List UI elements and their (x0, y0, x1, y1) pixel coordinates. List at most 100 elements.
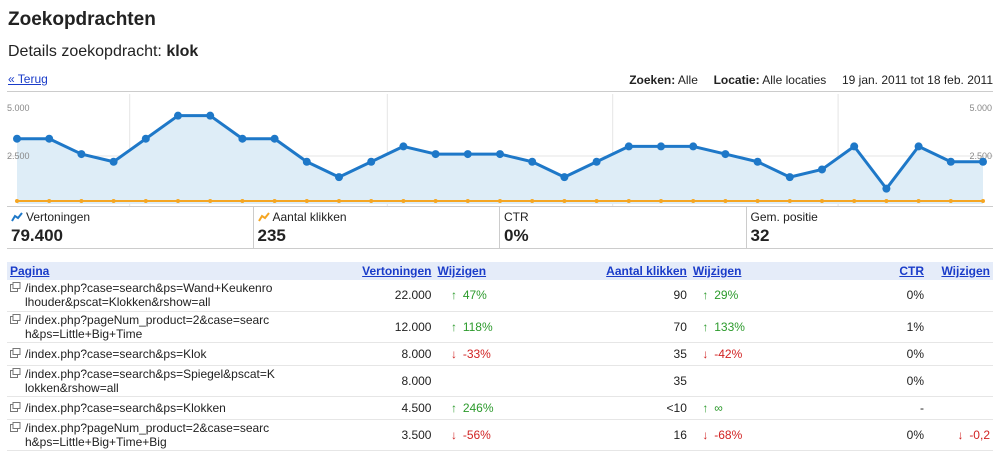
external-link-icon[interactable] (10, 347, 21, 358)
page-url[interactable]: /index.php?pageNum_product=2&case=search… (25, 420, 270, 449)
change-value: -0,2 (969, 427, 990, 442)
metric-ctr[interactable]: CTR 0% (500, 207, 747, 248)
sort-change-ctr-header[interactable]: Wijzigen (941, 264, 990, 278)
table-row: /index.php?case=search&ps=Wand+Keukenrol… (7, 280, 993, 312)
impressions-point (592, 157, 601, 166)
page-url[interactable]: /index.php?case=search&ps=Klok (25, 346, 207, 361)
change-cell (927, 396, 993, 420)
impressions-point (785, 173, 794, 182)
back-link[interactable]: « Terug (8, 72, 48, 86)
clicks-point (498, 198, 502, 203)
ctr-cell: 0% (747, 342, 928, 366)
clicks-point (562, 198, 567, 203)
filter-bar: Zoeken: Alle Locatie: Alle locaties 19 j… (629, 73, 993, 87)
table-row: /index.php?pageNum_product=2&case=search… (7, 419, 993, 451)
clicks-point (111, 198, 116, 203)
impressions-point (302, 157, 311, 166)
impressions-point (13, 134, 21, 143)
arrow-up-icon: ↑ (702, 288, 709, 303)
clicks-point (530, 198, 535, 203)
sort-impressions-header[interactable]: Vertoningen (362, 264, 432, 278)
clicks-point (47, 198, 52, 203)
impressions-cell: 4.500 (296, 396, 435, 420)
impressions-point (914, 142, 923, 151)
impressions-point (818, 165, 826, 174)
metric-clicks[interactable]: Aantal klikken 235 (254, 207, 500, 248)
ctr-cell: 0% (747, 280, 928, 312)
sort-change-impressions-header[interactable]: Wijzigen (437, 264, 487, 278)
clicks-cell: 70 (496, 311, 690, 343)
impressions-point (45, 134, 54, 143)
sort-change-clicks-header[interactable]: Wijzigen (692, 264, 742, 278)
impressions-point (850, 142, 859, 151)
search-filter-label: Zoeken: (629, 73, 676, 87)
page-cell: /index.php?case=search&ps=Wand+Keukenrol… (7, 280, 297, 312)
page-url[interactable]: /index.php?pageNum_product=2&case=search… (25, 312, 270, 341)
change-value: 47% (462, 288, 487, 303)
clicks-point (852, 198, 857, 203)
impressions-point (431, 150, 440, 159)
change-cell: ↑ ∞ (689, 396, 748, 420)
sort-page-header[interactable]: Pagina (10, 264, 50, 278)
sort-clicks-header[interactable]: Aantal klikken (606, 264, 687, 278)
impressions-point (979, 157, 987, 166)
change-cell: ↑ 246% (434, 396, 497, 420)
page-url[interactable]: /index.php?case=search&ps=Spiegel&pscat=… (25, 366, 275, 395)
clicks-point (820, 198, 824, 203)
table-row: /index.php?case=search&ps=Spiegel&pscat=… (7, 365, 993, 397)
clicks-point (755, 198, 760, 203)
sort-ctr-header[interactable]: CTR (899, 264, 925, 278)
impressions-point (946, 157, 955, 166)
page-cell: /index.php?pageNum_product=2&case=search… (7, 419, 297, 451)
impressions-cell: 8.000 (296, 365, 435, 397)
clicks-point (369, 198, 374, 203)
arrow-down-icon: ↓ (702, 427, 709, 442)
line-chart-blue-icon (11, 212, 23, 222)
external-link-icon[interactable] (10, 367, 21, 378)
page-title: Zoekopdrachten (8, 9, 156, 30)
clicks-cell: 16 (496, 419, 690, 451)
location-filter-value[interactable]: Alle locaties (762, 73, 827, 87)
metric-label: Aantal klikken (272, 210, 347, 224)
metric-value: 79.400 (11, 226, 63, 245)
arrow-down-icon: ↓ (450, 427, 457, 442)
change-cell: ↑ 47% (434, 280, 497, 312)
change-cell: ↑ 133% (689, 311, 748, 343)
impressions-cell: 12.000 (296, 311, 435, 343)
metric-avg-position[interactable]: Gem. positie 32 (747, 207, 994, 248)
change-cell (927, 365, 993, 397)
page-cell: /index.php?case=search&ps=Klok (7, 342, 297, 366)
impressions-point (174, 111, 182, 120)
page-cell: /index.php?pageNum_product=2&case=search… (7, 311, 297, 343)
change-cell (927, 342, 993, 366)
external-link-icon[interactable] (10, 401, 21, 412)
page-subtitle: Details zoekopdracht: klok (8, 43, 198, 61)
metric-label: CTR (504, 210, 529, 224)
change-cell: ↓ -0,2 (927, 419, 993, 451)
change-cell: ↓ -56% (434, 419, 497, 451)
search-filter-value[interactable]: Alle (677, 73, 698, 87)
impressions-cell: 22.000 (296, 280, 435, 312)
clicks-point (433, 198, 438, 203)
ctr-cell: 0% (747, 365, 928, 397)
change-value: -33% (462, 346, 491, 361)
ctr-cell: 0% (747, 419, 928, 451)
clicks-point (691, 198, 696, 203)
page-url[interactable]: /index.php?case=search&ps=Klokken (25, 400, 226, 415)
metric-value: 0% (504, 226, 529, 245)
external-link-icon[interactable] (10, 313, 21, 324)
page-url[interactable]: /index.php?case=search&ps=Wand+Keukenrol… (25, 281, 273, 310)
date-range[interactable]: 19 jan. 2011 tot 18 feb. 2011 (841, 73, 993, 87)
clicks-point (787, 198, 792, 203)
y-tick-label-left: 2.500 (7, 151, 30, 161)
arrow-up-icon: ↑ (450, 319, 457, 334)
change-value: 118% (462, 319, 493, 334)
arrow-down-icon: ↓ (450, 346, 457, 361)
metric-impressions[interactable]: Vertoningen 79.400 (7, 207, 254, 248)
table-row: /index.php?pageNum_product=2&case=search… (7, 311, 993, 343)
external-link-icon[interactable] (10, 421, 21, 432)
impressions-point (753, 157, 762, 166)
clicks-point (208, 198, 213, 203)
external-link-icon[interactable] (10, 282, 21, 293)
clicks-cell: <10 (496, 396, 690, 420)
